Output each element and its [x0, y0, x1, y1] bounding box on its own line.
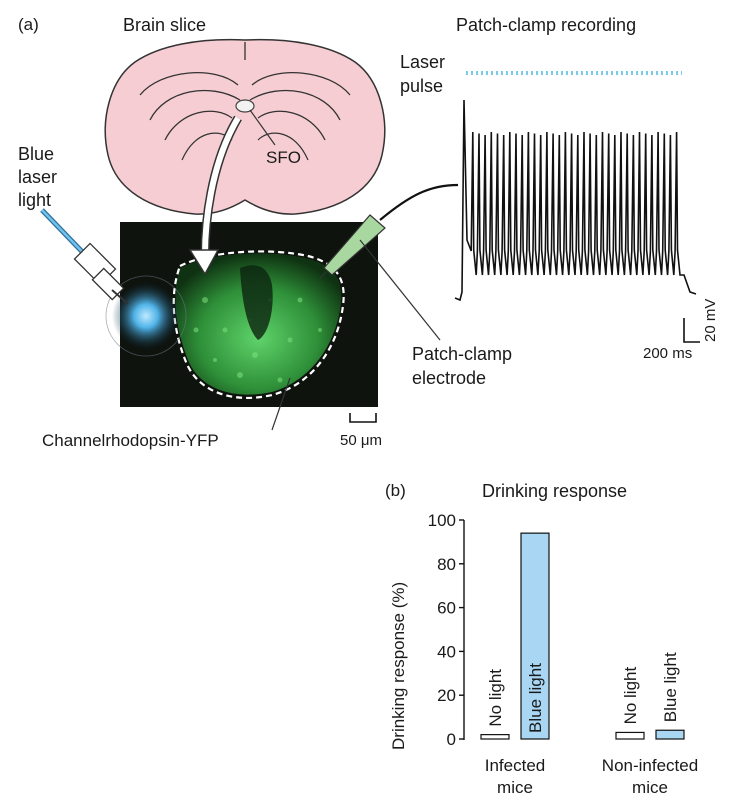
micrograph	[105, 222, 378, 407]
pointer-arrowhead	[188, 249, 220, 276]
pulse-label-line2: pulse	[400, 76, 443, 96]
panel-b-label: (b)	[385, 481, 406, 500]
group-label-infected-line2: mice	[497, 778, 533, 797]
bar-label: No light	[486, 669, 505, 727]
y-tick-label: 80	[437, 555, 456, 574]
recording-title: Patch-clamp recording	[456, 15, 636, 35]
pulse-label-line1: Laser	[400, 52, 445, 72]
voltage-trace	[454, 99, 697, 302]
bar-label: Blue light	[526, 663, 545, 733]
trace-scale-bar	[683, 318, 700, 343]
sfo-region	[235, 99, 255, 113]
bar-chart: Drinking response (%) 0 20 40 60 80 100 No li…	[389, 511, 698, 797]
laser-fiber	[40, 208, 129, 305]
panel-a-label: (a)	[18, 15, 39, 34]
chart-title: Drinking response	[482, 481, 627, 501]
electrode-label-line1: Patch-clamp	[412, 344, 512, 364]
group-label-noninfected-line1: Non-infected	[602, 756, 698, 775]
y-tick-label: 100	[428, 511, 456, 530]
y-tick-label: 60	[437, 599, 456, 618]
scale-mv-label: 20 mV	[702, 299, 719, 342]
group-label-noninfected-line2: mice	[632, 778, 668, 797]
scale-ms-label: 200 ms	[643, 345, 692, 362]
trace-path	[454, 99, 697, 302]
y-tick-label: 20	[437, 686, 456, 705]
brain-slice-title: Brain slice	[123, 15, 206, 35]
scale-label: 50 μm	[340, 432, 382, 449]
y-axis-label: Drinking response (%)	[389, 582, 408, 750]
bar-label: No light	[621, 667, 640, 725]
patch-electrode	[319, 183, 459, 341]
bar-infected-no-light	[480, 734, 510, 740]
group-label-infected-line1: Infected	[485, 756, 546, 775]
channelrhodopsin-label: Channelrhodopsin-YFP	[42, 431, 219, 450]
electrode-label-line2: electrode	[412, 368, 486, 388]
scale-bar	[349, 413, 377, 423]
laser-label-line3: light	[18, 190, 51, 210]
y-tick-label: 0	[447, 730, 456, 749]
bar-infected-blue-light	[520, 532, 550, 740]
laser-label-line2: laser	[18, 167, 57, 187]
bar-noninfected-blue-light	[655, 729, 685, 740]
bar-label: Blue light	[661, 652, 680, 722]
laser-label-line1: Blue	[18, 144, 54, 164]
sfo-label: SFO	[266, 148, 301, 167]
y-tick-label: 40	[437, 642, 456, 661]
brain-slice-drawing	[104, 38, 386, 215]
bar-noninfected-no-light	[615, 731, 645, 740]
